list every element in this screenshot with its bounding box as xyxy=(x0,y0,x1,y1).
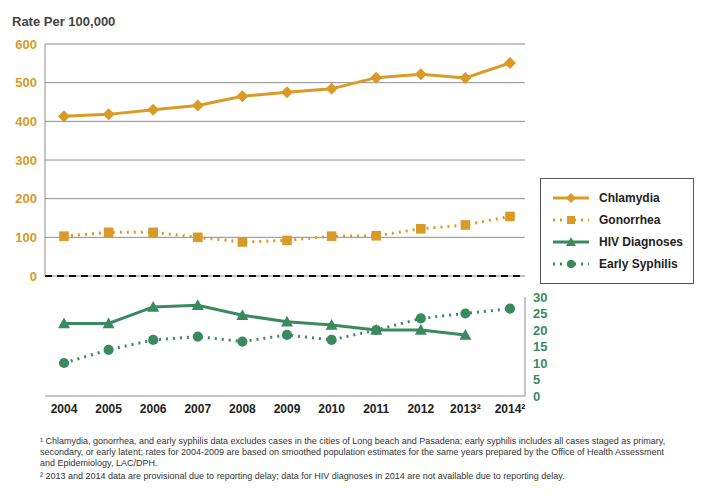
svg-text:0: 0 xyxy=(533,389,540,404)
html-text:Rate Per 100,000: Rate Per 100,000 xyxy=(12,14,116,29)
html-text:¹ Chlamydia, gonorrhea, and ea: ¹ Chlamydia, gonorrhea, and early syphil… xyxy=(40,436,666,468)
svg-text:2014²: 2014² xyxy=(495,402,526,416)
svg-text:2010: 2010 xyxy=(318,402,345,416)
svg-text:30: 30 xyxy=(533,290,547,305)
html-text:HIV Diagnoses: HIV Diagnoses xyxy=(599,235,683,249)
svg-text:200: 200 xyxy=(15,191,37,206)
svg-text:400: 400 xyxy=(15,114,37,129)
svg-text:10: 10 xyxy=(533,356,547,371)
svg-text:2009: 2009 xyxy=(274,402,301,416)
svg-text:5: 5 xyxy=(533,372,540,387)
svg-text:20: 20 xyxy=(533,323,547,338)
svg-text:2005: 2005 xyxy=(95,402,122,416)
html-text:Chlamydia: Chlamydia xyxy=(599,191,660,205)
svg-text:2008: 2008 xyxy=(229,402,256,416)
svg-text:2007: 2007 xyxy=(184,402,211,416)
svg-text:15: 15 xyxy=(533,339,547,354)
svg-text:600: 600 xyxy=(15,37,37,52)
svg-text:2013²: 2013² xyxy=(450,402,481,416)
svg-text:2011: 2011 xyxy=(363,402,389,416)
svg-text:25: 25 xyxy=(533,306,547,321)
svg-text:500: 500 xyxy=(15,75,37,90)
svg-text:300: 300 xyxy=(15,153,37,168)
html-text:Gonorrhea: Gonorrhea xyxy=(599,213,661,227)
svg-text:0: 0 xyxy=(30,269,37,284)
svg-text:2004: 2004 xyxy=(51,402,78,416)
html-text:Early Syphilis: Early Syphilis xyxy=(599,257,678,271)
svg-text:2006: 2006 xyxy=(140,402,167,416)
html-text:² 2013 and 2014 data are provi: ² 2013 and 2014 data are provisional due… xyxy=(40,471,565,481)
svg-text:2012: 2012 xyxy=(407,402,434,416)
svg-text:100: 100 xyxy=(15,230,37,245)
